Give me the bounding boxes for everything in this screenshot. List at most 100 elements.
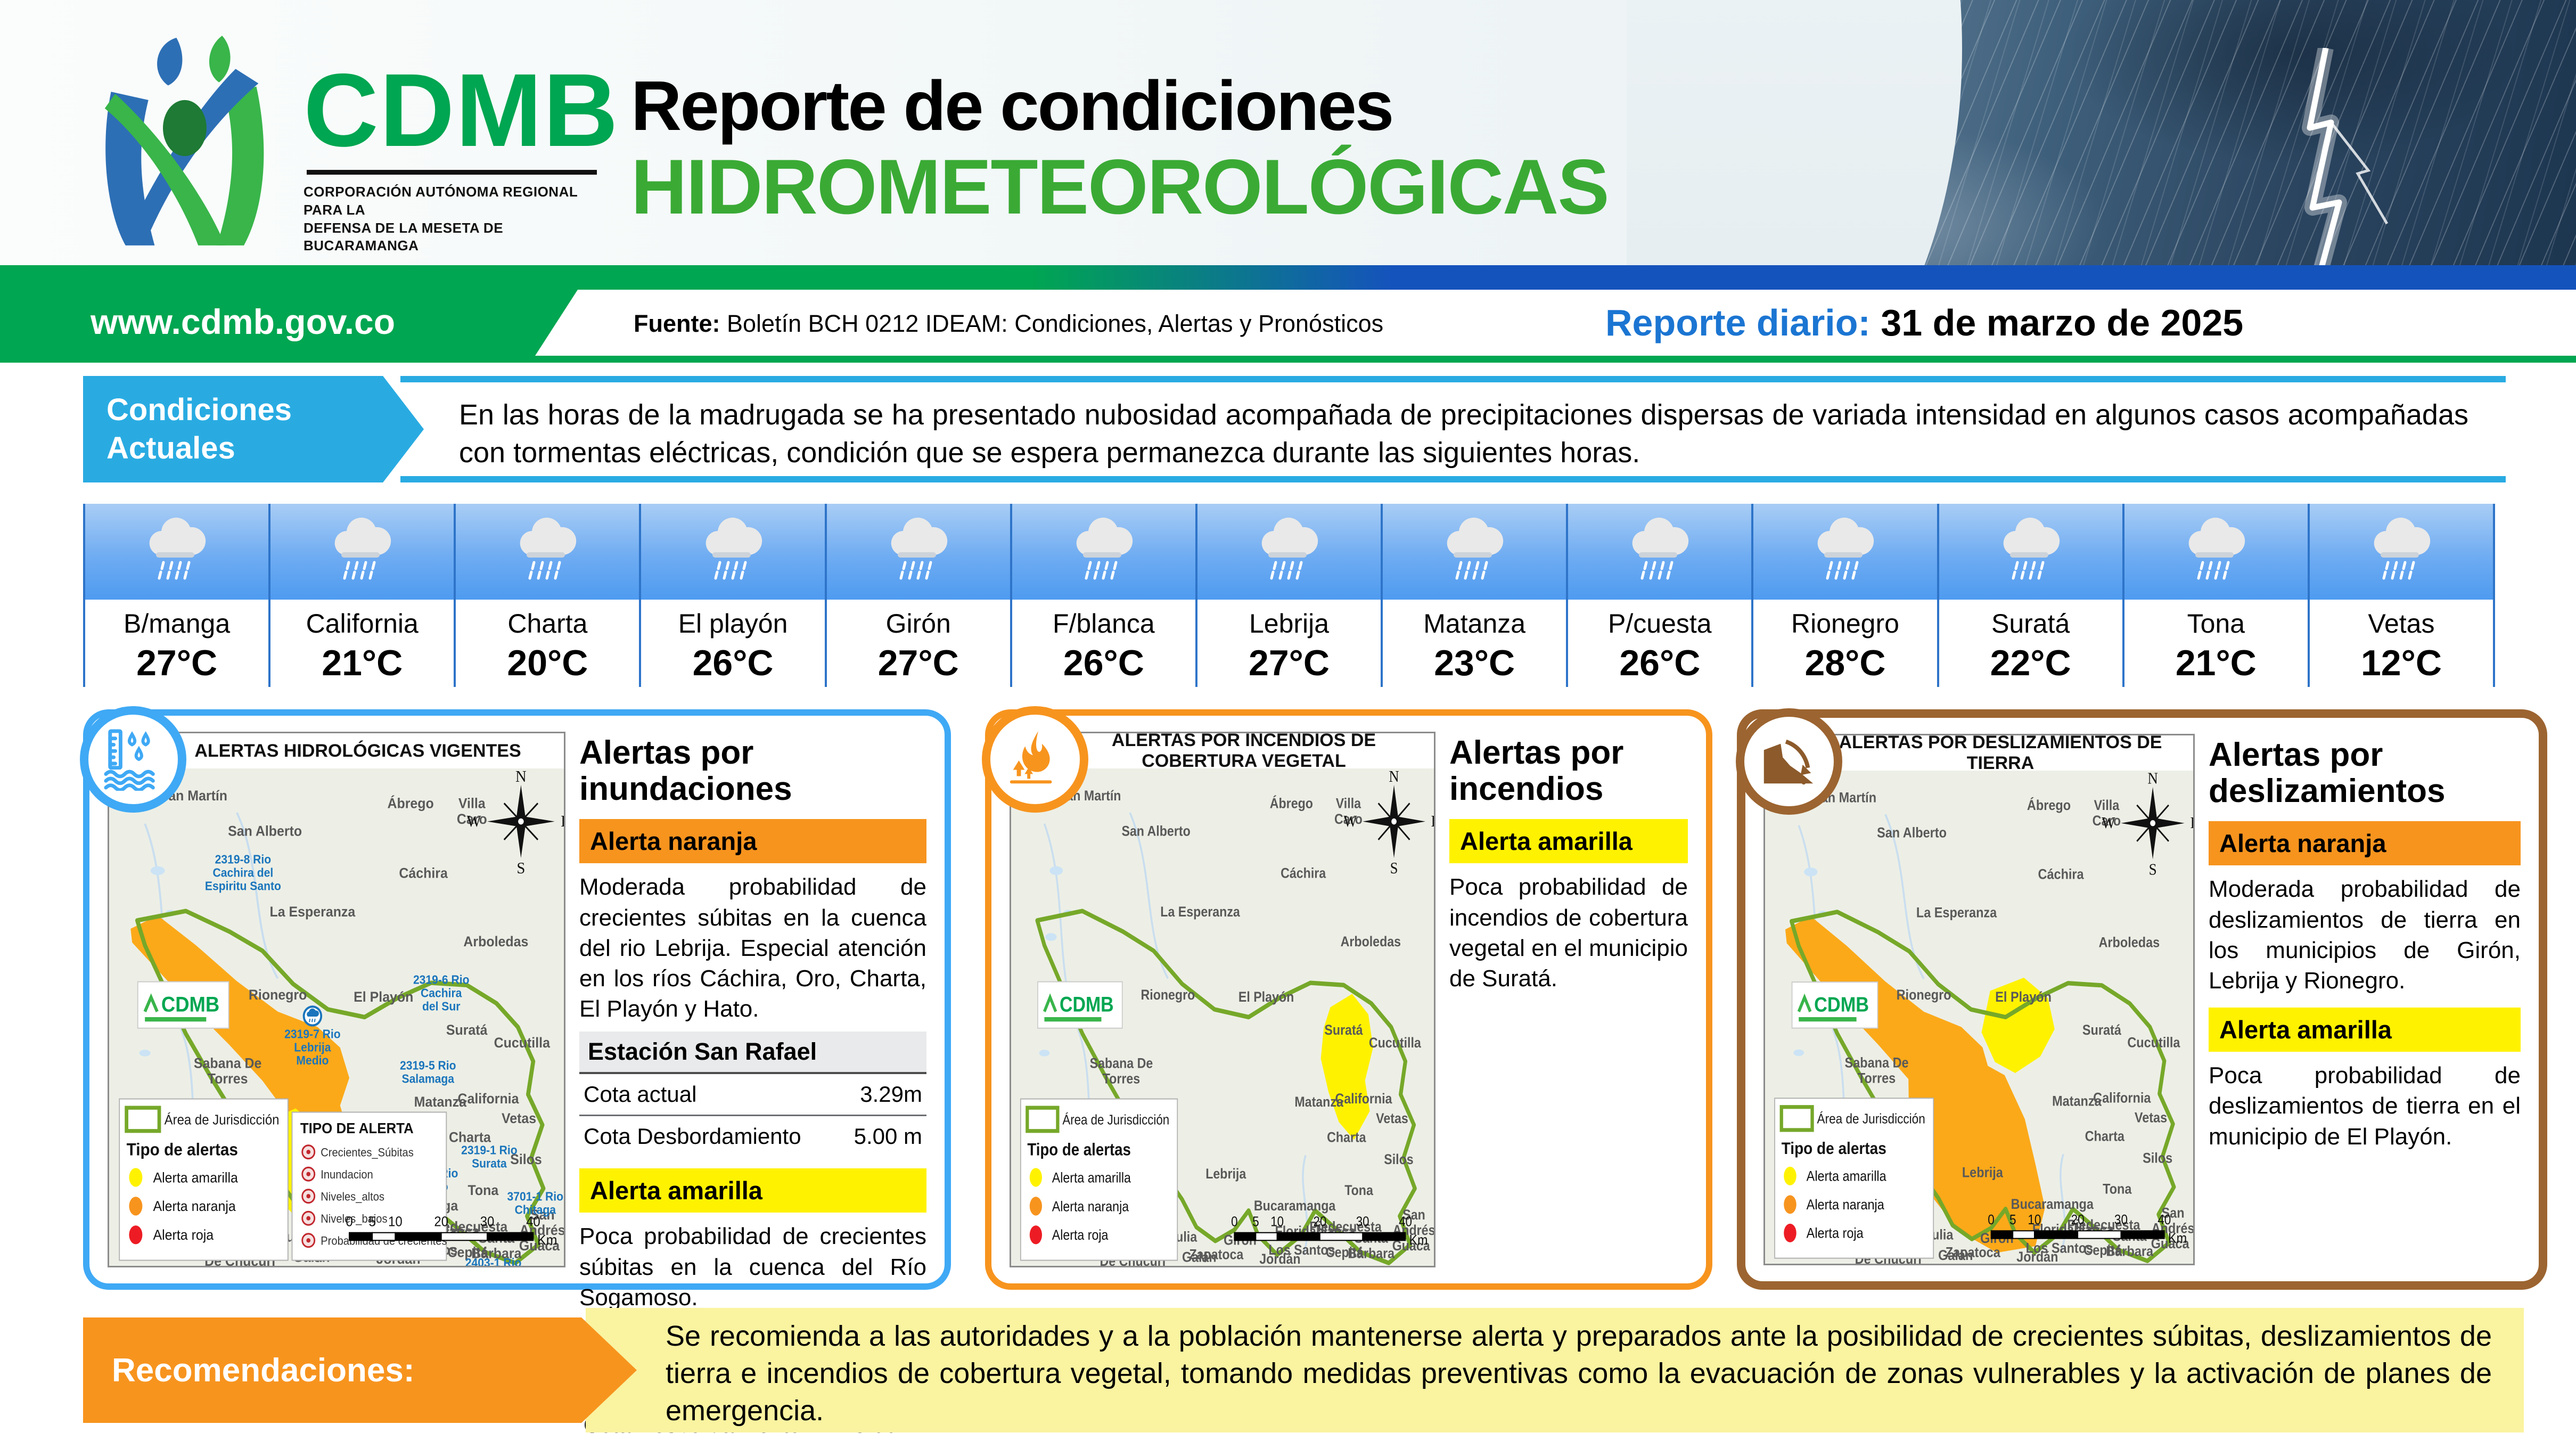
city-temperature: 22°C bbox=[1990, 643, 2071, 683]
map-place-label: Matanza bbox=[414, 1093, 467, 1110]
svg-text:Alerta roja: Alerta roja bbox=[1807, 1225, 1864, 1241]
map-legend: Área de Jurisdicción Tipo de alertas Aler… bbox=[1020, 1098, 1178, 1261]
city-name: Rionegro bbox=[1791, 609, 1899, 638]
alert-region bbox=[1320, 994, 1373, 1140]
lightning-bolt-icon bbox=[2302, 48, 2389, 265]
station-row-label: Cota Desbordamiento bbox=[584, 1124, 801, 1149]
map-place-label: Galán bbox=[1938, 1247, 1973, 1263]
map-place-label: California bbox=[1335, 1091, 1392, 1107]
map-place-label: California bbox=[457, 1090, 519, 1107]
map-place-label: Villa Caro bbox=[1334, 796, 1363, 827]
panel-heading: Alertas por inundaciones bbox=[579, 734, 792, 808]
rain-cloud-icon bbox=[891, 517, 947, 580]
station-row: Cota Desbordamiento 5.00 m bbox=[579, 1115, 926, 1157]
forecast-cell: F/blanca 26°C bbox=[1012, 504, 1197, 687]
title-line-2: HIDROMETEOROLÓGICAS bbox=[631, 143, 1610, 230]
rain-cloud-icon bbox=[1261, 517, 1318, 580]
svg-text:Tipo de alertas: Tipo de alertas bbox=[1027, 1141, 1131, 1159]
forecast-cell: Vetas 12°C bbox=[2309, 504, 2496, 687]
svg-text:Niveles_altos: Niveles_altos bbox=[321, 1191, 384, 1204]
alert-banner: Alerta naranja bbox=[579, 819, 926, 864]
panel-icon bbox=[982, 706, 1088, 813]
station-label: 2319-8 Rio Cachira del Espiritu Santo bbox=[205, 853, 281, 893]
map-place-label: Cáchira bbox=[2038, 866, 2085, 882]
city-name: B/manga bbox=[124, 609, 231, 638]
logo-underline bbox=[307, 170, 597, 175]
map-place-label: La Esperanza bbox=[270, 903, 356, 920]
sky-background bbox=[1197, 504, 1381, 600]
map-place-label: Cucutilla bbox=[1369, 1035, 1422, 1051]
svg-text:20: 20 bbox=[2071, 1213, 2085, 1228]
svg-text:0: 0 bbox=[1231, 1214, 1237, 1230]
svg-text:Km: Km bbox=[537, 1232, 557, 1248]
city-temperature: 27°C bbox=[136, 643, 218, 683]
title-line-1: Reporte de condiciones bbox=[631, 67, 1394, 145]
station-label: 3701-1 Rio Chitaga bbox=[507, 1190, 564, 1217]
info-bar: www.cdmb.gov.co Fuente: Boletín BCH 0212… bbox=[0, 290, 2576, 356]
map-place-label: El Playón bbox=[1238, 989, 1294, 1005]
city-temperature: 21°C bbox=[322, 643, 403, 683]
panel-icon bbox=[80, 706, 186, 813]
map-place-label: Jordán bbox=[2016, 1249, 2058, 1264]
svg-text:5: 5 bbox=[1252, 1214, 1259, 1230]
city-temperature: 27°C bbox=[1249, 643, 1330, 683]
svg-text:30: 30 bbox=[1356, 1214, 1369, 1230]
svg-text:N: N bbox=[2147, 771, 2158, 788]
map-canvas: San Martín San Alberto Ábrego Villa Caro Cách… bbox=[1011, 768, 1434, 1266]
svg-text:E: E bbox=[2191, 814, 2193, 832]
sky-background bbox=[270, 504, 454, 600]
city-name: Tona bbox=[2187, 609, 2245, 638]
map-place-label: Silos bbox=[510, 1151, 542, 1167]
map-place-label: Vetas bbox=[2135, 1110, 2167, 1126]
city-temperature: 23°C bbox=[1434, 643, 1515, 683]
map-place-label: Cáchira bbox=[1281, 865, 1326, 881]
station-row-value: 5.00 m bbox=[854, 1124, 922, 1149]
alert-banner: Alerta amarilla bbox=[1449, 819, 1688, 864]
map-box: ALERTAS POR DESLIZAMIENTOS DE TIERRA San… bbox=[1763, 732, 2195, 1265]
city-name: Girón bbox=[885, 609, 951, 638]
svg-text:5: 5 bbox=[2009, 1213, 2016, 1228]
landslide-icon bbox=[1763, 739, 1814, 785]
rain-cloud-icon bbox=[520, 517, 577, 580]
fire-icon bbox=[1010, 731, 1052, 784]
page-title: Reporte de condiciones HIDROMETEOROLÓGIC… bbox=[631, 69, 1802, 230]
panel-icon bbox=[1736, 708, 1842, 815]
rain-cloud-icon bbox=[1632, 517, 1689, 580]
map-place-label: Rionegro bbox=[1141, 987, 1195, 1003]
map-place-label: Arboledas bbox=[463, 933, 528, 949]
website-link[interactable]: www.cdmb.gov.co bbox=[91, 302, 396, 341]
water-level-icon bbox=[104, 729, 155, 791]
map-place-label: Los Santos bbox=[2026, 1240, 2094, 1256]
sky-background bbox=[2309, 504, 2493, 600]
map-place-label: Bucaramanga bbox=[1254, 1198, 1336, 1214]
map-place-label: San Alberto bbox=[228, 823, 302, 839]
city-temperature: 26°C bbox=[692, 643, 774, 683]
svg-text:Alerta naranja: Alerta naranja bbox=[1052, 1199, 1129, 1215]
city-temperature: 26°C bbox=[1619, 643, 1701, 683]
map-place-label: Zapatoca bbox=[1946, 1245, 2001, 1260]
map-logo: CDMB bbox=[137, 981, 229, 1029]
map-canvas: San Martín San Alberto Ábrego Villa Caro Cách… bbox=[109, 768, 564, 1266]
map-place-label: Ábrego bbox=[1270, 795, 1313, 812]
panel-text-column: Alertas por inundaciones Alerta naranja Mo… bbox=[579, 732, 926, 1437]
city-name: El playón bbox=[678, 609, 788, 638]
map-title: ALERTAS POR DESLIZAMIENTOS DE TIERRA bbox=[1839, 732, 2162, 773]
map-place-label: Zapatoca bbox=[1189, 1247, 1244, 1263]
map-place-label: California bbox=[2093, 1090, 2151, 1106]
rain-cloud-icon bbox=[334, 517, 391, 580]
gradient-divider bbox=[0, 265, 2576, 290]
map-place-label: Cepitá bbox=[448, 1243, 489, 1260]
rain-cloud-icon bbox=[2374, 517, 2431, 580]
cdmb-logo-figure-icon bbox=[104, 35, 264, 245]
svg-text:S: S bbox=[2149, 861, 2157, 879]
svg-text:CDMB: CDMB bbox=[1060, 993, 1114, 1016]
map-place-label: Suratá bbox=[1324, 1022, 1363, 1038]
forecast-cell: Rionegro 28°C bbox=[1753, 504, 1939, 687]
svg-text:Alerta amarilla: Alerta amarilla bbox=[153, 1169, 239, 1185]
alert-banner: Alerta amarilla bbox=[2209, 1008, 2521, 1052]
city-temperature: 21°C bbox=[2175, 643, 2257, 683]
